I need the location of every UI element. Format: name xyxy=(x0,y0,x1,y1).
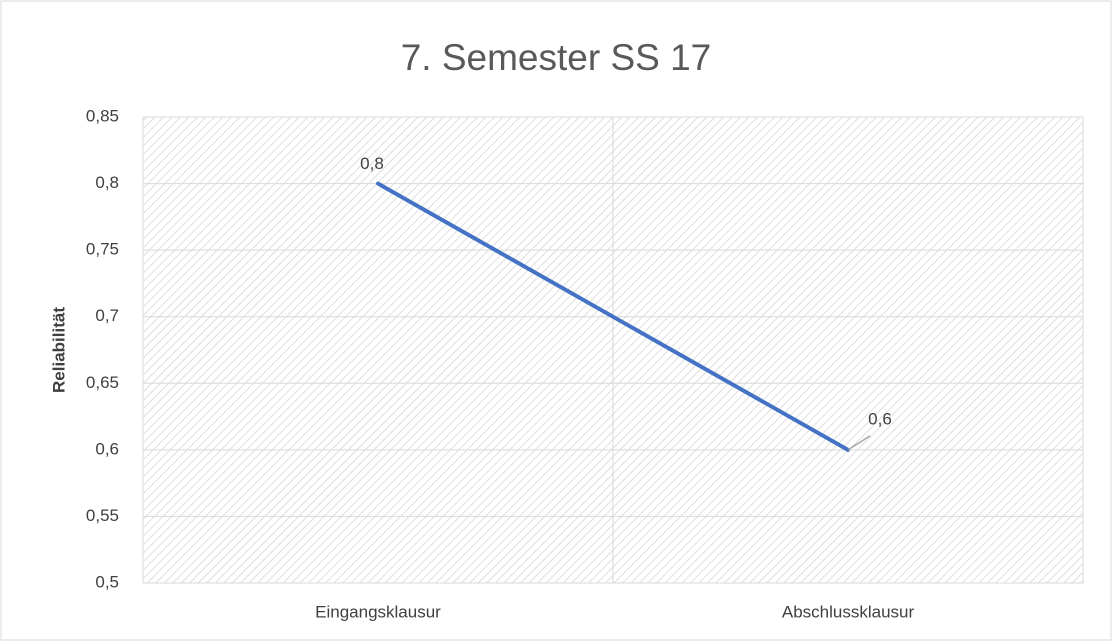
x-tick-label: Abschlussklausur xyxy=(782,602,915,621)
y-tick-label: 0,65 xyxy=(86,373,119,392)
y-tick-label: 0,5 xyxy=(95,572,119,591)
y-tick-label: 0,7 xyxy=(95,306,119,325)
chart-title: 7. Semester SS 17 xyxy=(401,37,712,78)
y-tick-label: 0,75 xyxy=(86,240,119,259)
x-tick-label: Eingangsklausur xyxy=(315,602,441,621)
leader-line xyxy=(847,435,871,451)
y-tick-label: 0,85 xyxy=(86,106,119,125)
y-tick-label: 0,6 xyxy=(95,439,119,458)
data-label: 0,6 xyxy=(868,409,892,428)
y-tick-label: 0,8 xyxy=(95,173,119,192)
y-axis-label: Reliabilität xyxy=(49,307,68,393)
line xyxy=(376,181,850,452)
y-tick-label: 0,55 xyxy=(86,506,119,525)
data-label: 0,8 xyxy=(360,154,384,173)
